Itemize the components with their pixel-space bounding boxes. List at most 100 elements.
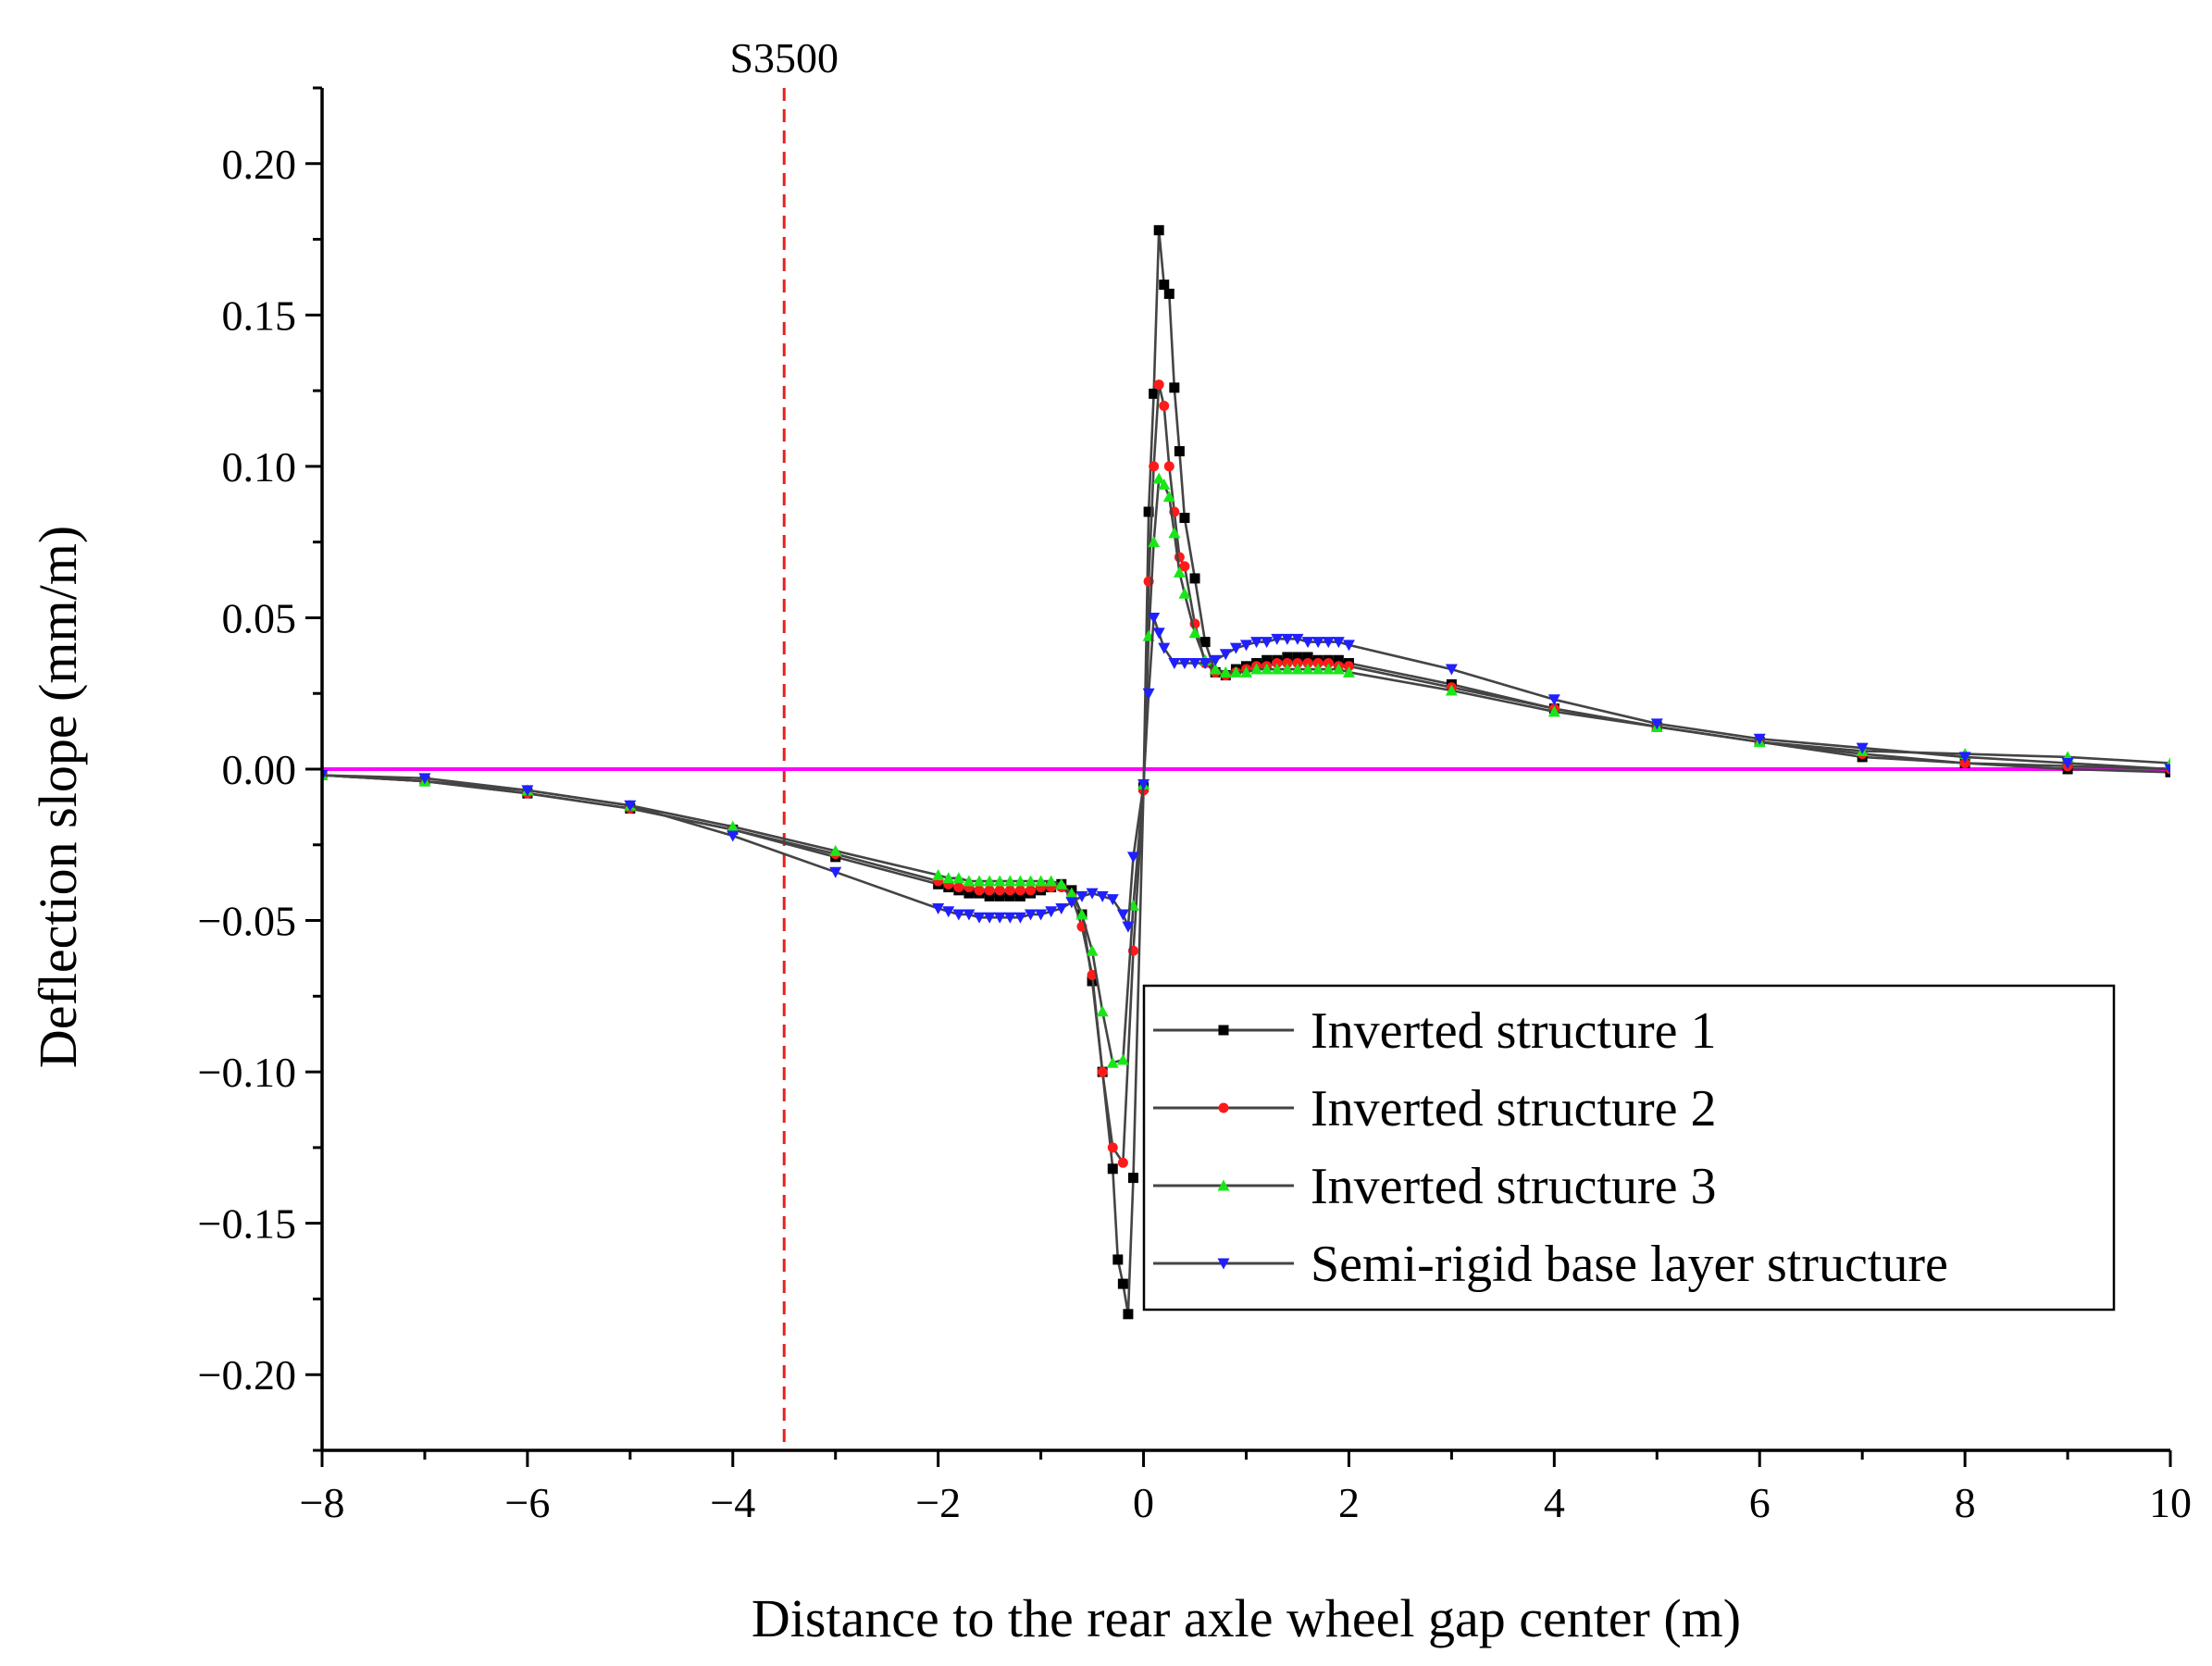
data-point [1126,852,1139,864]
data-point [1142,688,1155,700]
data-point [1342,665,1355,678]
data-point [942,906,955,918]
data-point [942,872,955,884]
data-point [1272,658,1283,669]
data-point [1445,684,1458,696]
data-point [1261,663,1274,675]
data-point [1169,382,1180,393]
data-point [1025,875,1038,887]
data-point [1547,694,1560,706]
data-point [1116,1053,1129,1065]
data-point [1127,1173,1138,1184]
y-axis-title: Deflection slope (mm/m) [28,526,88,1068]
data-point [963,909,976,921]
data-point [1003,875,1016,887]
data-point [1322,663,1335,675]
data-point [1282,652,1293,663]
data-point [1045,875,1058,887]
data-point [1143,506,1154,517]
y-tick-label: −0.10 [198,1049,296,1096]
data-point [1240,665,1252,678]
data-point [1959,757,1970,768]
x-tick-label: 2 [1338,1479,1360,1526]
data-point [1302,652,1313,663]
data-point [1292,658,1303,669]
data-point [1261,637,1274,649]
x-tick-label: 10 [2149,1479,2192,1526]
data-point [1856,742,1869,754]
data-point [1547,705,1560,717]
data-point [2164,764,2170,776]
data-point [1250,663,1263,675]
data-point [1107,1142,1118,1153]
data-point [1025,885,1037,896]
y-tick-label: 0.15 [222,292,297,339]
data-point [1149,461,1160,472]
data-point [1163,288,1174,299]
data-point [624,800,637,812]
data-point [1065,887,1078,899]
data-point [1292,652,1303,663]
y-tick-label: −0.05 [198,898,296,945]
legend-entry: Inverted structure 3 [1153,1158,1716,1215]
data-point [1199,637,1211,648]
legend-label: Inverted structure 2 [1311,1080,1716,1138]
data-point [1045,906,1058,918]
data-point [1117,1278,1128,1289]
legend-marker [1218,1025,1229,1036]
data-point [829,866,842,878]
data-point [1014,885,1025,896]
data-point [1106,1056,1119,1068]
data-point [1153,379,1164,391]
data-point [984,885,995,896]
annotations: S3500 [729,34,839,81]
data-point [1152,472,1165,484]
data-point [1312,658,1323,669]
data-point [1332,637,1345,649]
data-point [1240,640,1252,652]
data-point [1152,628,1165,640]
data-point [1075,908,1088,920]
data-point [1219,649,1232,661]
data-point [1291,663,1304,675]
data-point [1311,637,1324,649]
data-point [1174,446,1185,457]
data-point [932,868,945,880]
data-point [1250,637,1263,649]
y-tick-label: 0.20 [222,141,297,188]
data-point [1123,1309,1134,1320]
y-tick-label: 0.00 [222,746,297,793]
data-point [1271,633,1284,645]
x-tick-label: 4 [1544,1479,1565,1526]
data-point [1333,654,1344,665]
data-point [1096,890,1109,902]
data-point [1229,642,1242,654]
data-point [1003,912,1016,924]
data-point [1173,566,1186,578]
data-point [963,888,975,899]
x-tick-label: −8 [300,1479,345,1526]
data-point [973,875,986,887]
legend-label: Semi-rigid base layer structure [1311,1236,1948,1293]
data-point [1219,665,1232,678]
legend-entry: Inverted structure 2 [1153,1080,1716,1138]
x-tick-label: −6 [504,1479,550,1526]
data-point [1148,536,1161,548]
data-point [1188,627,1201,639]
data-point [994,890,1005,901]
data-point [2061,757,2074,769]
x-tick-label: 0 [1133,1479,1154,1526]
data-point [1199,658,1212,670]
data-point [1004,890,1015,901]
data-point [952,872,965,884]
data-point [1323,658,1334,669]
data-point [1075,890,1088,902]
series-line [322,616,2170,928]
data-point [1158,479,1171,491]
data-point [1958,752,1971,764]
legend-entry: Inverted structure 1 [1153,1002,1716,1060]
data-point [1096,1005,1109,1017]
legend-entry: Semi-rigid base layer structure [1153,1236,1948,1293]
data-point [1178,587,1191,599]
legend-marker [1218,1102,1229,1113]
